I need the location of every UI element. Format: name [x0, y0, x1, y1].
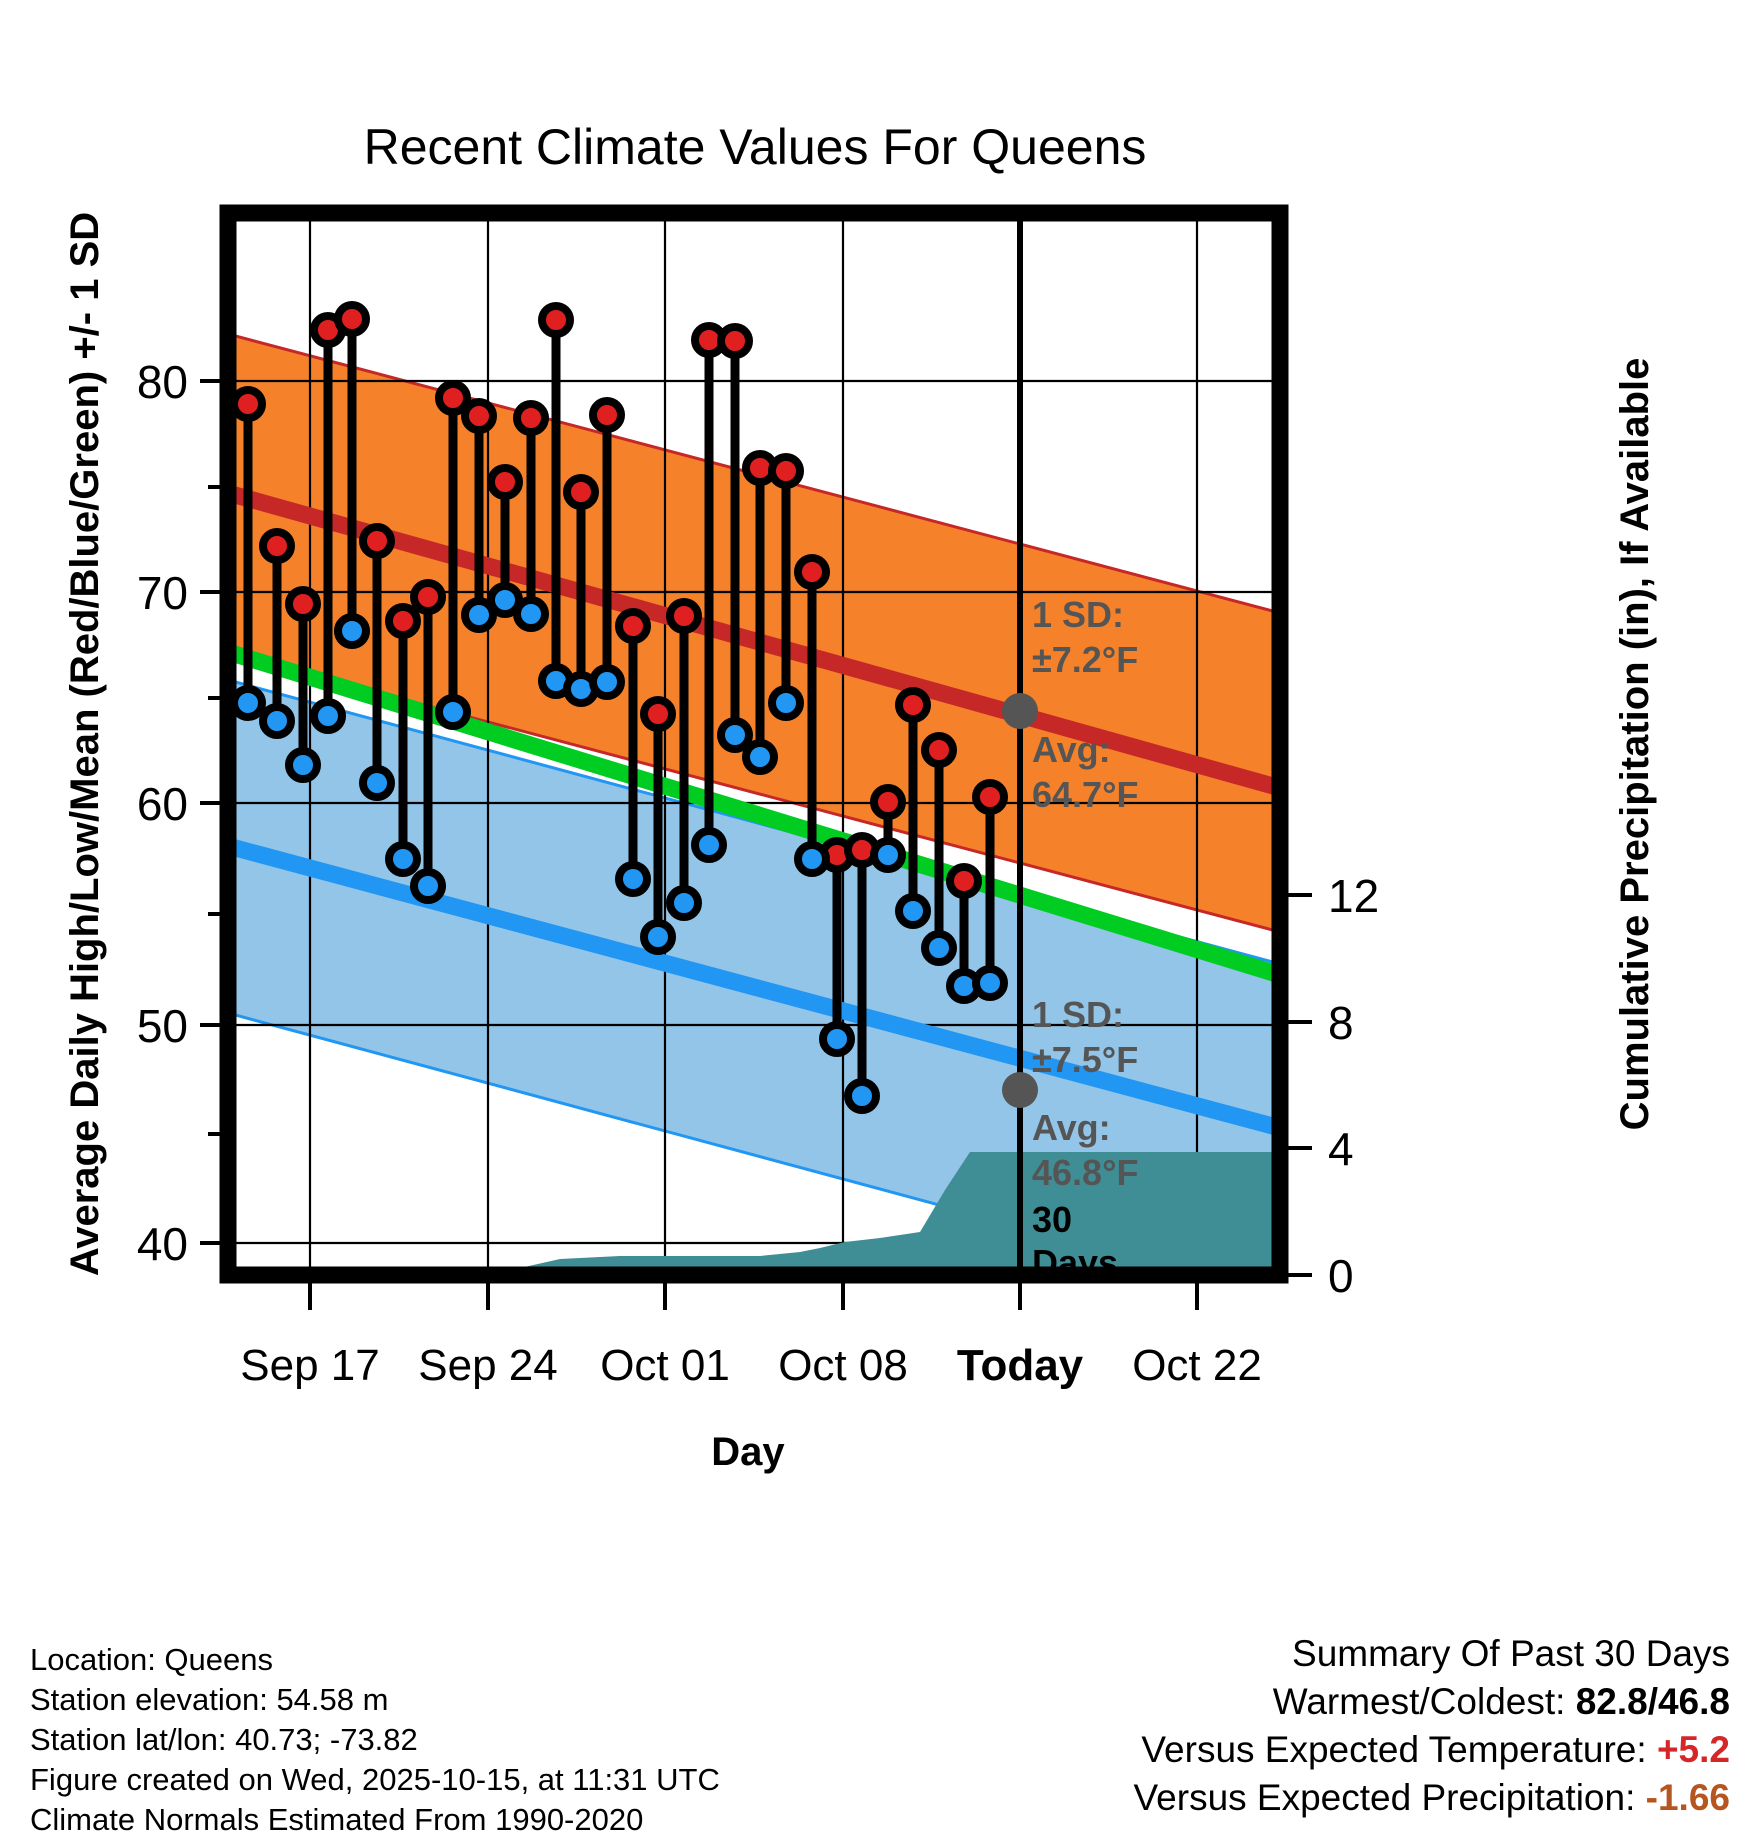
- x-tick-oct-22: Oct 22: [1132, 1341, 1262, 1390]
- y-tick-right-12: 12: [1328, 870, 1379, 922]
- summary-vs-temp-label: Versus Expected Temperature:: [1141, 1729, 1647, 1770]
- summary-warmest-coldest-label: Warmest/Coldest:: [1272, 1681, 1566, 1722]
- x-axis-ticks: [308, 1283, 1199, 1310]
- today-avg-low-dot: [1002, 1072, 1038, 1108]
- page-title: Recent Climate Values For Queens: [363, 119, 1147, 175]
- window-days-line1: 30: [1032, 1199, 1072, 1240]
- y-tick-70: 70: [137, 567, 188, 619]
- footer-elevation: Station elevation: 54.58 m: [30, 1682, 389, 1717]
- daily-range-stems: [243, 314, 995, 1101]
- low-sd-value: ±7.5°F: [1032, 1039, 1138, 1080]
- high-sd-label: 1 SD:: [1032, 594, 1124, 635]
- x-tick-sep-24: Sep 24: [418, 1341, 557, 1390]
- summary-vs-prec-label: Versus Expected Precipitation:: [1133, 1777, 1636, 1818]
- y-tick-right-8: 8: [1328, 997, 1354, 1049]
- normal-low-line: [228, 837, 1280, 1137]
- normal-high-line: [228, 484, 1280, 797]
- low-avg-label: Avg:: [1032, 1107, 1111, 1148]
- high-avg-value: 64.7°F: [1032, 774, 1138, 815]
- footer-left: Location: Queens Station elevation: 54.5…: [30, 1640, 720, 1840]
- x-tick-sep-17: Sep 17: [240, 1341, 379, 1390]
- footer-location: Location: Queens: [30, 1642, 274, 1677]
- y-tick-80: 80: [137, 356, 188, 408]
- x-axis-label: Day: [711, 1430, 785, 1474]
- footer-created: Figure created on Wed, 2025-10-15, at 11…: [30, 1762, 720, 1797]
- x-tick-oct-01: Oct 01: [600, 1341, 730, 1390]
- summary-vs-prec-value: -1.66: [1645, 1777, 1730, 1818]
- summary-warmest-coldest-row: Warmest/Coldest: 82.8/46.8: [1134, 1678, 1730, 1726]
- plot-frame: [219, 204, 1289, 1284]
- summary-vs-prec-row: Versus Expected Precipitation: -1.66: [1134, 1774, 1730, 1822]
- high-sd-value: ±7.2°F: [1032, 639, 1138, 680]
- daily-high-markers: [230, 301, 1008, 899]
- daily-low-markers: [230, 582, 1008, 1114]
- summary-title: Summary Of Past 30 Days: [1292, 1633, 1730, 1674]
- low-sd-label: 1 SD:: [1032, 994, 1124, 1035]
- y-tick-60: 60: [137, 778, 188, 830]
- low-avg-value: 46.8°F: [1032, 1152, 1138, 1193]
- today-avg-high-dot: [1002, 693, 1038, 729]
- y-axis-label-right: Cumulative Precipitation (in), If Availa…: [1613, 358, 1657, 1131]
- footer-normals: Climate Normals Estimated From 1990-2020: [30, 1802, 644, 1837]
- x-tick-oct-08: Oct 08: [778, 1341, 908, 1390]
- x-tick-today: Today: [957, 1341, 1084, 1390]
- y-tick-right-4: 4: [1328, 1123, 1354, 1175]
- summary-vs-temp-row: Versus Expected Temperature: +5.2: [1134, 1726, 1730, 1774]
- footer-latlon: Station lat/lon: 40.73; -73.82: [30, 1722, 418, 1757]
- y-tick-right-0: 0: [1328, 1250, 1354, 1302]
- summary-panel: Summary Of Past 30 Days Warmest/Coldest:…: [1134, 1630, 1730, 1822]
- y-tick-40: 40: [137, 1218, 188, 1270]
- summary-vs-temp-value: +5.2: [1656, 1729, 1730, 1770]
- y-axis-label-left: Average Daily High/Low/Mean (Red/Blue/Gr…: [63, 212, 107, 1276]
- y-axis-ticks-left: [200, 379, 222, 1245]
- high-avg-label: Avg:: [1032, 729, 1111, 770]
- summary-warmest-coldest-value: 82.8/46.8: [1575, 1681, 1730, 1722]
- y-tick-50: 50: [137, 1000, 188, 1052]
- y-axis-ticks-right: [1288, 893, 1312, 1277]
